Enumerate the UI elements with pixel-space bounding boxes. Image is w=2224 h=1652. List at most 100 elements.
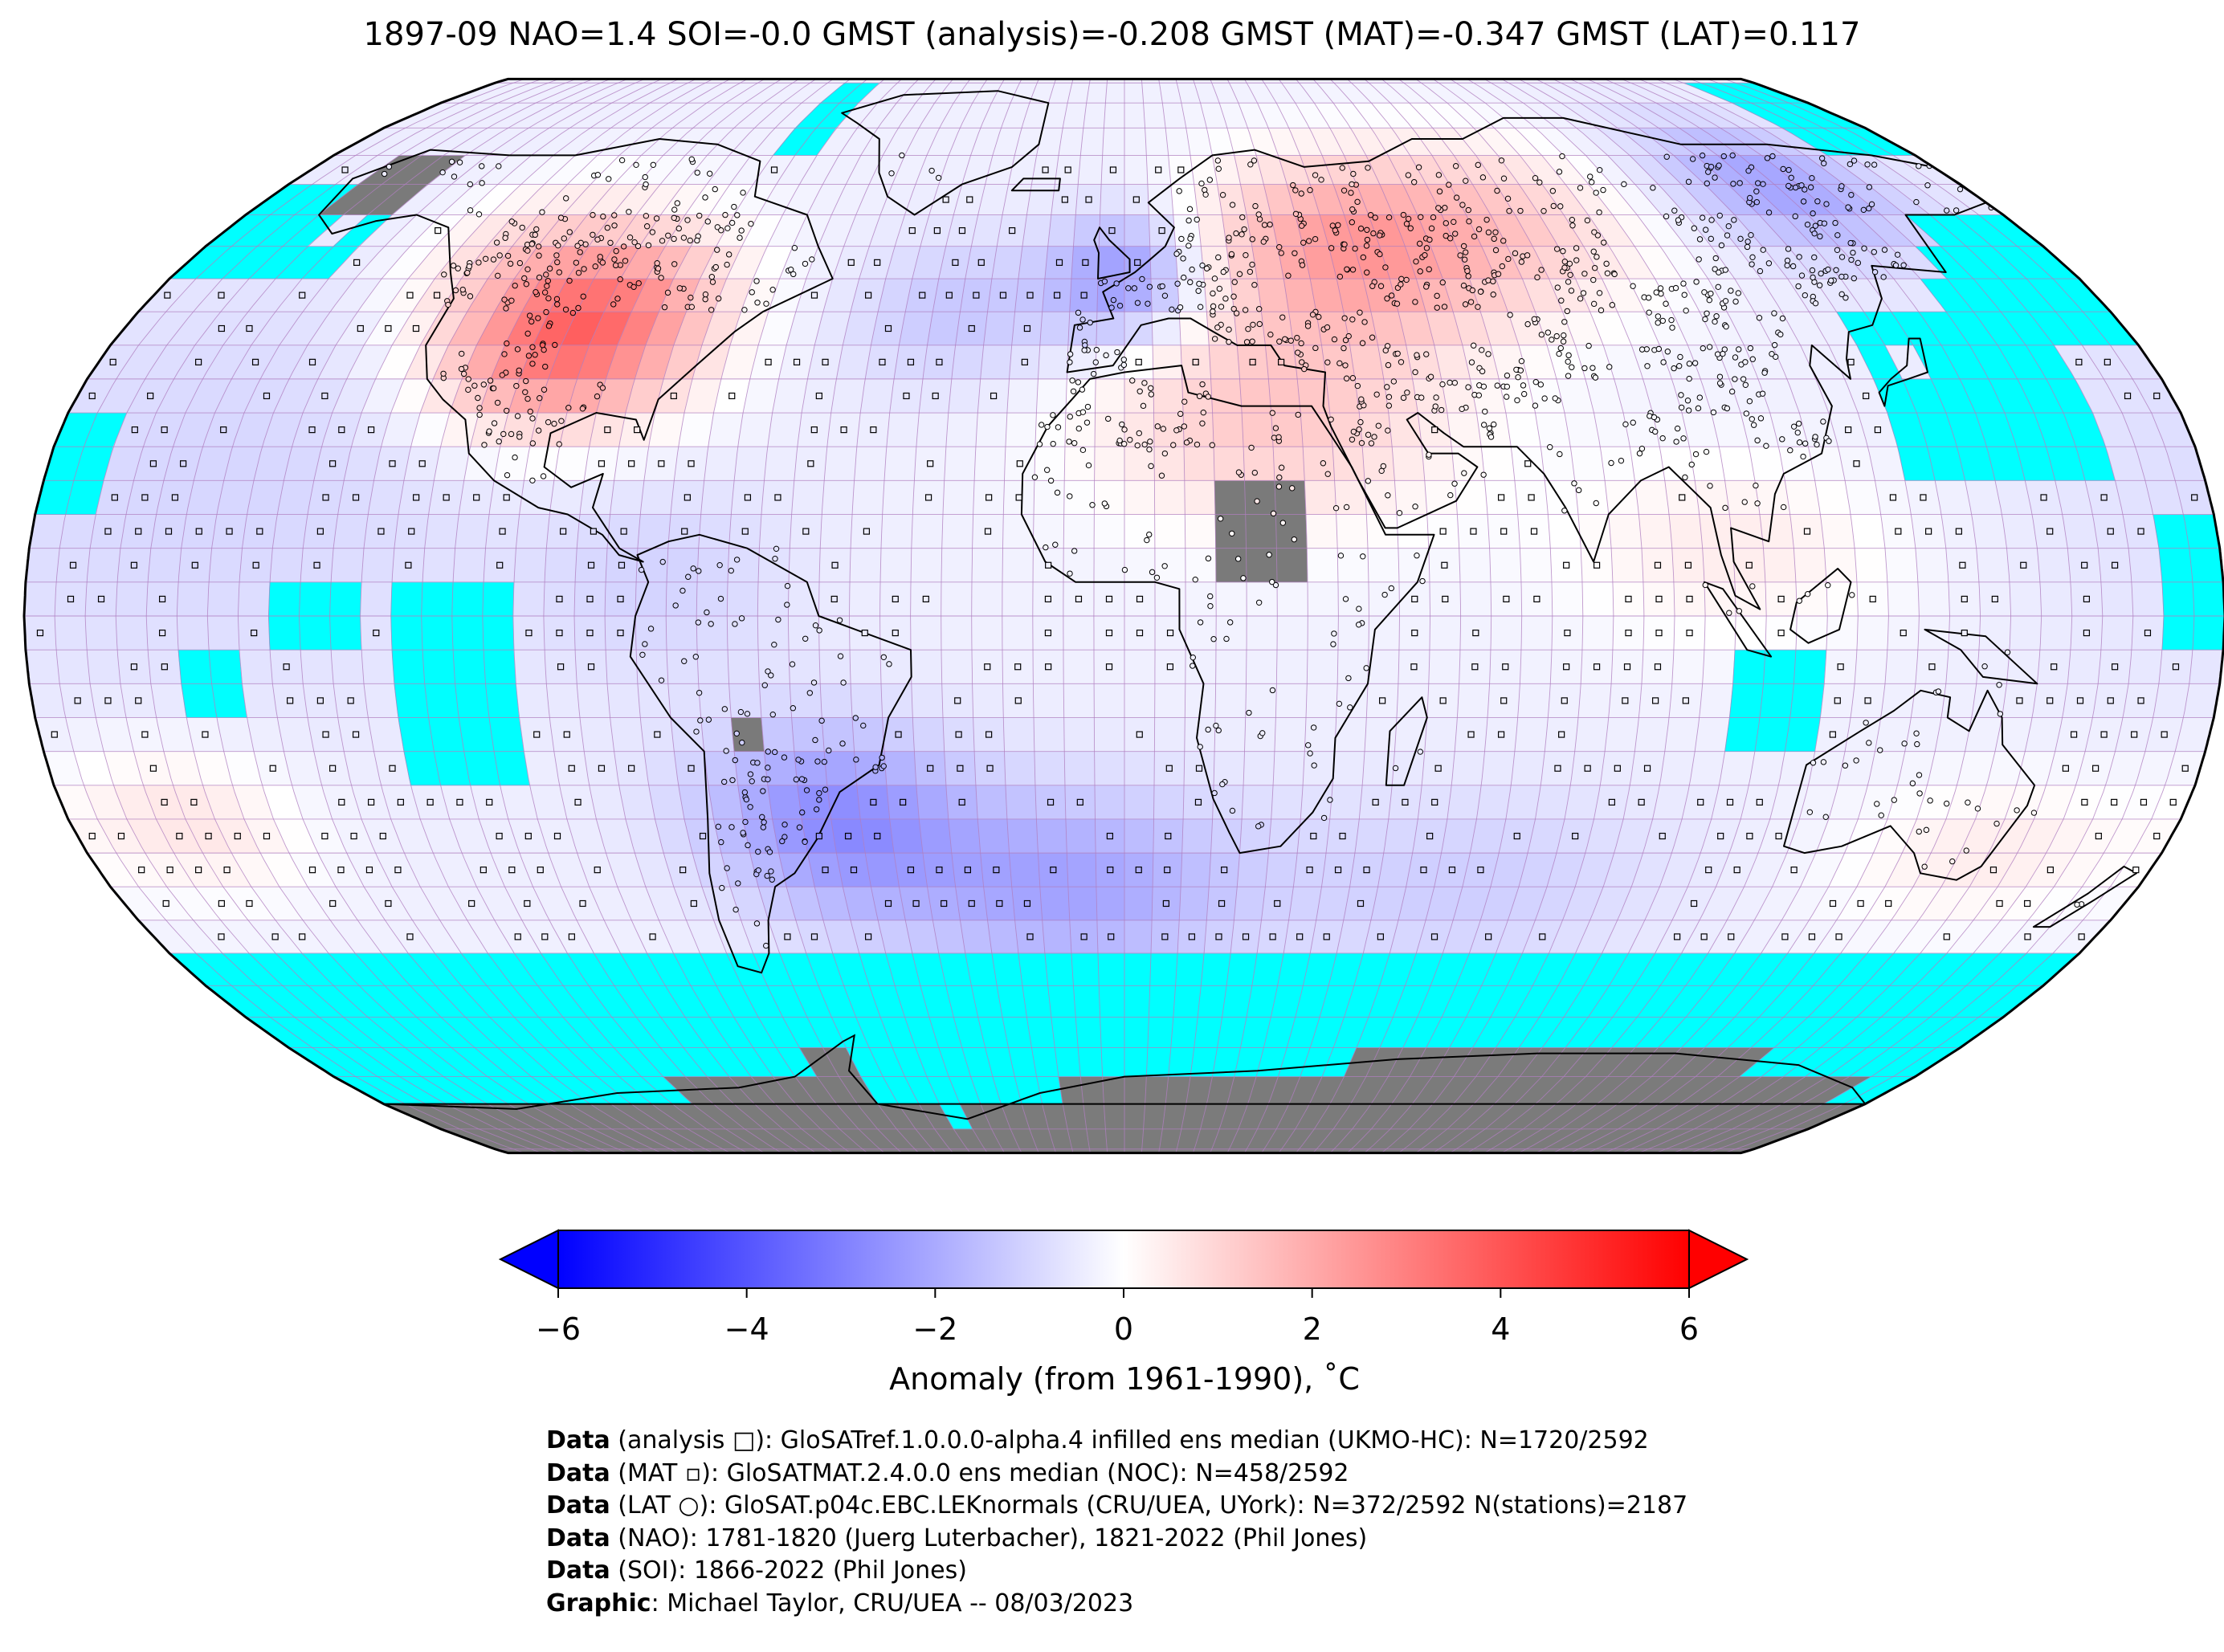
station-marker bbox=[1400, 394, 1407, 402]
station-marker bbox=[1136, 430, 1142, 437]
grid-cell bbox=[1332, 751, 1365, 786]
grid-cell bbox=[1276, 615, 1308, 651]
grid-cell bbox=[1476, 412, 1512, 447]
analysis-marker bbox=[69, 561, 77, 569]
station-marker bbox=[1475, 226, 1483, 233]
grid-cell bbox=[390, 581, 423, 617]
station-marker bbox=[1504, 372, 1511, 379]
analysis-marker bbox=[2107, 697, 2114, 704]
analysis-marker bbox=[1379, 697, 1386, 704]
analysis-marker bbox=[1357, 899, 1365, 908]
station-marker bbox=[1076, 324, 1083, 331]
analysis-marker bbox=[1242, 933, 1250, 940]
grid-cell bbox=[1149, 985, 1176, 1018]
station-marker bbox=[528, 241, 536, 247]
analysis-marker bbox=[2070, 731, 2078, 738]
station-marker bbox=[1365, 165, 1371, 171]
station-marker bbox=[1375, 422, 1382, 429]
analysis-marker bbox=[1955, 528, 1962, 535]
analysis-marker bbox=[863, 528, 870, 535]
analysis-marker bbox=[367, 426, 375, 434]
station-marker bbox=[1818, 270, 1824, 277]
station-marker bbox=[516, 434, 523, 440]
analysis-marker bbox=[919, 292, 926, 299]
grid-cell bbox=[1154, 717, 1185, 752]
analysis-marker bbox=[1162, 899, 1169, 908]
station-marker bbox=[1861, 245, 1867, 251]
station-marker bbox=[1252, 202, 1259, 210]
analysis-marker bbox=[1863, 392, 1870, 400]
grid-cell bbox=[1086, 82, 1108, 104]
analysis-marker bbox=[1959, 561, 1966, 569]
grid-cell bbox=[181, 683, 218, 718]
analysis-marker bbox=[1853, 460, 1860, 467]
grid-cell bbox=[1759, 683, 1794, 718]
station-marker bbox=[1507, 312, 1513, 318]
station-marker bbox=[1755, 180, 1761, 186]
station-marker bbox=[543, 308, 549, 316]
grid-cell bbox=[1476, 785, 1512, 820]
grid-cell bbox=[733, 446, 768, 481]
grid-cell bbox=[1268, 378, 1301, 414]
analysis-marker bbox=[2181, 765, 2189, 772]
station-marker bbox=[1804, 221, 1811, 228]
station-marker bbox=[712, 263, 720, 271]
station-marker bbox=[1369, 334, 1376, 341]
station-marker bbox=[1269, 687, 1276, 694]
analysis-marker bbox=[968, 899, 975, 908]
station-marker bbox=[638, 566, 645, 573]
station-marker bbox=[712, 186, 718, 193]
station-marker bbox=[1806, 809, 1814, 815]
grid-cell bbox=[918, 818, 953, 854]
station-marker bbox=[749, 289, 755, 296]
station-marker bbox=[494, 399, 501, 406]
analysis-marker bbox=[2075, 358, 2083, 365]
analysis-marker bbox=[251, 358, 259, 365]
analysis-marker bbox=[1249, 358, 1256, 365]
grid-cell bbox=[830, 378, 866, 414]
station-marker bbox=[768, 868, 774, 875]
station-marker bbox=[1557, 203, 1564, 210]
grid-cell bbox=[25, 548, 60, 583]
station-marker bbox=[1517, 207, 1524, 214]
grid-cell bbox=[960, 920, 993, 954]
grid-cell bbox=[1361, 446, 1395, 481]
grid-cell bbox=[1197, 985, 1227, 1018]
station-marker bbox=[836, 617, 843, 623]
grid-cell bbox=[1071, 79, 1092, 84]
station-marker bbox=[1981, 663, 1988, 670]
grid-cell bbox=[1694, 717, 1730, 752]
station-marker bbox=[1710, 409, 1717, 416]
station-marker bbox=[1350, 428, 1357, 435]
grid-cell bbox=[1581, 615, 1614, 651]
station-marker bbox=[1811, 254, 1818, 261]
analysis-marker bbox=[2046, 697, 2054, 704]
station-marker bbox=[1716, 373, 1724, 380]
grid-cell bbox=[637, 683, 671, 718]
analysis-marker bbox=[1076, 798, 1083, 806]
station-marker bbox=[1331, 630, 1337, 637]
station-marker bbox=[754, 300, 761, 306]
station-marker bbox=[476, 411, 483, 418]
analysis-marker bbox=[1584, 765, 1591, 772]
grid-cell bbox=[512, 581, 545, 617]
station-marker bbox=[1653, 289, 1659, 296]
station-marker bbox=[1732, 298, 1739, 305]
analysis-marker bbox=[1055, 259, 1063, 266]
grid-cell bbox=[1077, 155, 1103, 185]
grid-cell bbox=[1396, 514, 1430, 549]
analysis-marker bbox=[195, 867, 202, 874]
station-marker bbox=[1435, 172, 1443, 178]
station-marker bbox=[1800, 198, 1807, 205]
analysis-marker bbox=[1513, 832, 1520, 840]
station-marker bbox=[1228, 251, 1235, 258]
grid-cell bbox=[1245, 514, 1277, 549]
grid-cell bbox=[1367, 649, 1400, 684]
station-marker bbox=[1561, 332, 1567, 339]
station-marker bbox=[1514, 397, 1520, 404]
station-marker bbox=[513, 382, 520, 390]
grid-cell bbox=[1124, 818, 1154, 854]
grid-cell bbox=[700, 717, 735, 752]
grid-cell bbox=[941, 514, 973, 549]
station-marker bbox=[695, 619, 702, 626]
